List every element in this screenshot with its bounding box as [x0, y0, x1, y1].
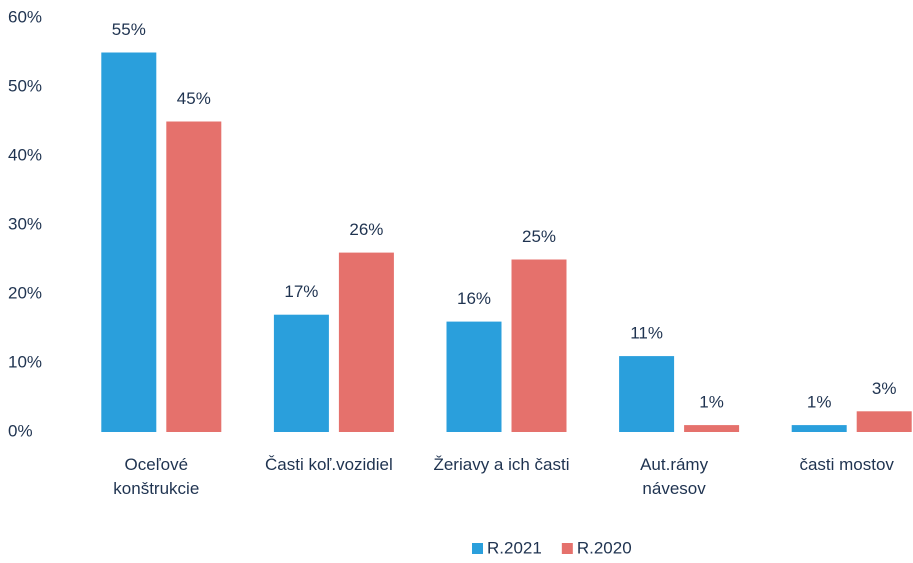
y-tick-label: 60% [8, 7, 42, 26]
y-tick-label: 40% [8, 145, 42, 164]
bar [446, 321, 502, 432]
data-label: 26% [349, 220, 383, 239]
legend-swatch [561, 543, 573, 554]
x-tick-label: Aut.rámy návesov [640, 455, 709, 498]
x-tick-label: Časti koľ.vozidiel [264, 455, 393, 474]
y-tick-label: 50% [8, 76, 42, 95]
data-label: 17% [284, 282, 318, 301]
data-label: 45% [177, 89, 211, 108]
bar [619, 356, 675, 432]
data-label: 11% [630, 324, 663, 343]
bar [273, 314, 329, 432]
data-label: 1% [699, 393, 724, 412]
bar [511, 259, 567, 432]
x-tick-label: Žeriavy a ich časti [433, 455, 570, 474]
bar [856, 411, 912, 432]
bar [166, 121, 222, 432]
bar [338, 252, 394, 432]
y-tick-label: 10% [8, 352, 42, 371]
x-tick-label: časti mostov [799, 455, 894, 474]
legend-label: R.2021 [487, 538, 542, 557]
bar [684, 425, 740, 432]
data-label: 55% [112, 20, 146, 39]
data-label: 25% [522, 227, 556, 246]
legend-label: R.2020 [577, 538, 632, 557]
data-label: 1% [807, 393, 832, 412]
x-tick-label: Oceľové konštrukcie [113, 455, 200, 498]
y-tick-label: 30% [8, 214, 42, 233]
y-tick-label: 20% [8, 283, 42, 302]
bar [791, 425, 847, 432]
data-label: 16% [457, 289, 491, 308]
y-tick-label: 0% [8, 421, 33, 440]
bar [101, 52, 157, 432]
data-label: 3% [872, 379, 897, 398]
legend-swatch [472, 543, 483, 554]
